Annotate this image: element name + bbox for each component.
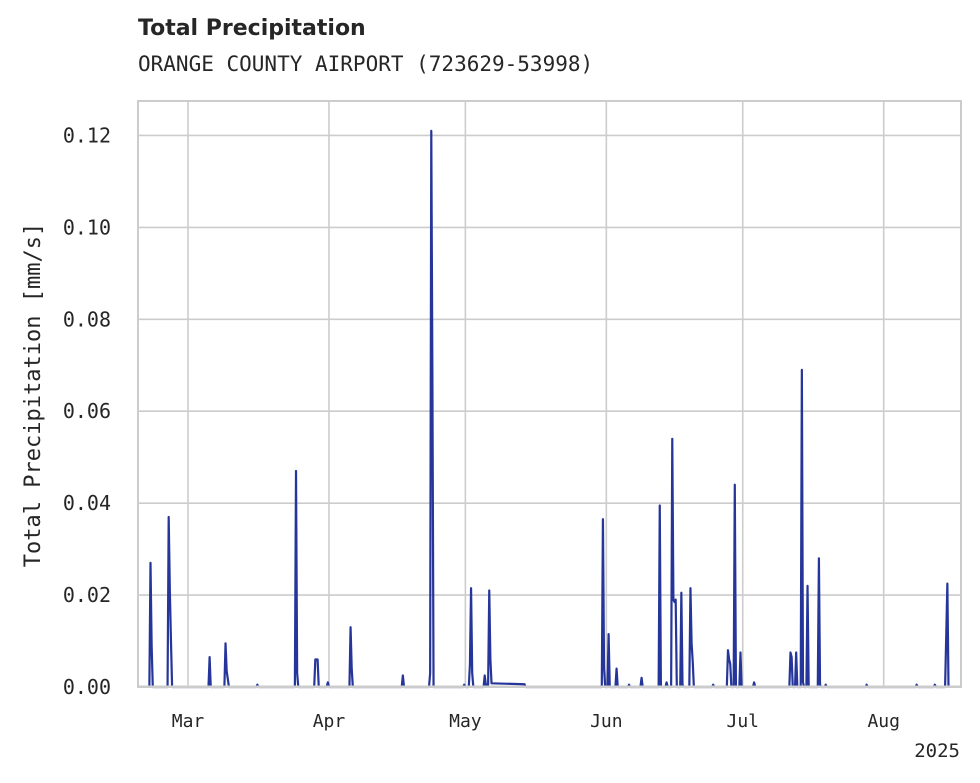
y-tick-label: 0.02 bbox=[63, 583, 111, 607]
x-year-label: 2025 bbox=[914, 740, 960, 762]
y-tick-label: 0.04 bbox=[63, 491, 111, 515]
x-tick-label: Jun bbox=[590, 711, 623, 732]
chart-title: Total Precipitation bbox=[138, 16, 366, 41]
plot-frame bbox=[137, 100, 962, 688]
y-tick-label: 0.06 bbox=[63, 399, 111, 423]
y-tick-label: 0.08 bbox=[63, 307, 111, 331]
grid-layer bbox=[138, 101, 961, 688]
x-tick-label: May bbox=[449, 711, 482, 732]
y-tick-label: 0.00 bbox=[63, 675, 111, 699]
y-tick-label: 0.12 bbox=[63, 123, 111, 147]
y-axis-label: Total Precipitation [mm/s] bbox=[21, 223, 46, 567]
x-tick-label: Apr bbox=[313, 711, 346, 732]
y-tick-label: 0.10 bbox=[63, 215, 111, 239]
axes-layer: 0.00 0.02 0.04 0.06 0.08 0.10 0.12 Mar Apr May Jun… bbox=[63, 100, 962, 732]
x-tick-label: Jul bbox=[726, 711, 759, 732]
x-tick-label: Mar bbox=[172, 711, 205, 732]
series-layer bbox=[148, 129, 950, 689]
precipitation-series-line bbox=[148, 129, 950, 689]
chart-subtitle: ORANGE COUNTY AIRPORT (723629-53998) bbox=[138, 52, 594, 76]
x-tick-label: Aug bbox=[867, 711, 900, 732]
